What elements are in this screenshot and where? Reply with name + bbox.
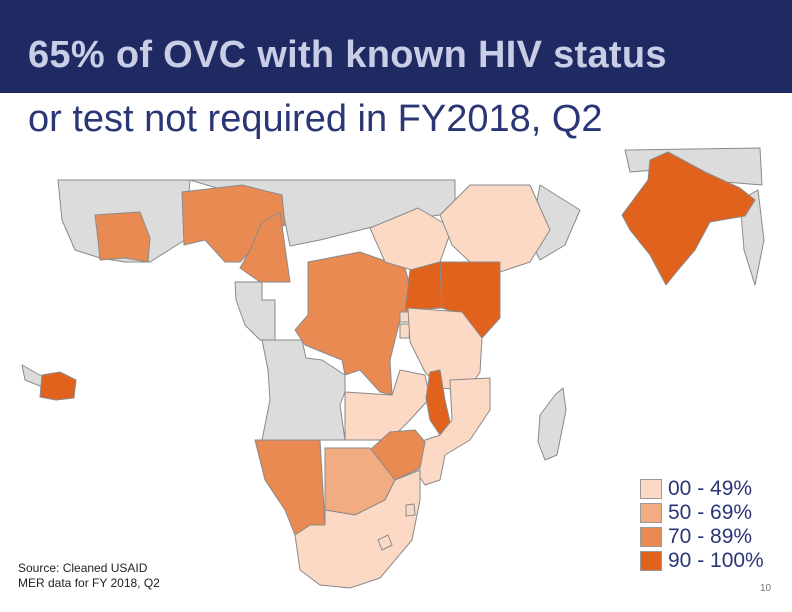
region-namibia (254, 439, 326, 536)
region-cameroon (239, 211, 291, 283)
legend-item: 70 - 89% (640, 525, 764, 548)
legend-item: 90 - 100% (640, 549, 764, 572)
land-central-west (234, 281, 276, 343)
legend: 00 - 49% 50 - 69% 70 - 89% 90 - 100% (640, 477, 764, 574)
source-line: Source: Cleaned USAID (18, 561, 148, 575)
legend-label: 50 - 69% (668, 501, 753, 524)
region-cote-divoire (94, 211, 151, 263)
region-haiti (39, 371, 77, 401)
legend-swatch (640, 527, 662, 547)
legend-item: 00 - 49% (640, 477, 764, 500)
land-angola (261, 339, 346, 443)
slide-title: 65% of OVC with known HIV status (28, 34, 667, 76)
source-note: Source: Cleaned USAID MER data for FY 20… (18, 561, 208, 591)
legend-swatch (640, 503, 662, 523)
region-india (621, 151, 756, 286)
legend-swatch (640, 479, 662, 499)
region-ethiopia (439, 184, 551, 273)
title-bar (0, 0, 792, 93)
region-lesotho (377, 534, 393, 551)
region-eswatini (405, 503, 416, 517)
land-madagascar (537, 387, 567, 461)
source-line: MER data for FY 2018, Q2 (18, 576, 160, 590)
slide-subtitle: or test not required in FY2018, Q2 (28, 98, 603, 140)
page-number: 10 (760, 583, 772, 594)
region-burundi (399, 323, 411, 339)
legend-label: 90 - 100% (668, 549, 764, 572)
legend-swatch (640, 551, 662, 571)
region-south-africa (294, 469, 421, 589)
region-mozambique (414, 377, 491, 486)
legend-item: 50 - 69% (640, 501, 764, 524)
legend-label: 00 - 49% (668, 477, 753, 500)
legend-label: 70 - 89% (668, 525, 753, 548)
